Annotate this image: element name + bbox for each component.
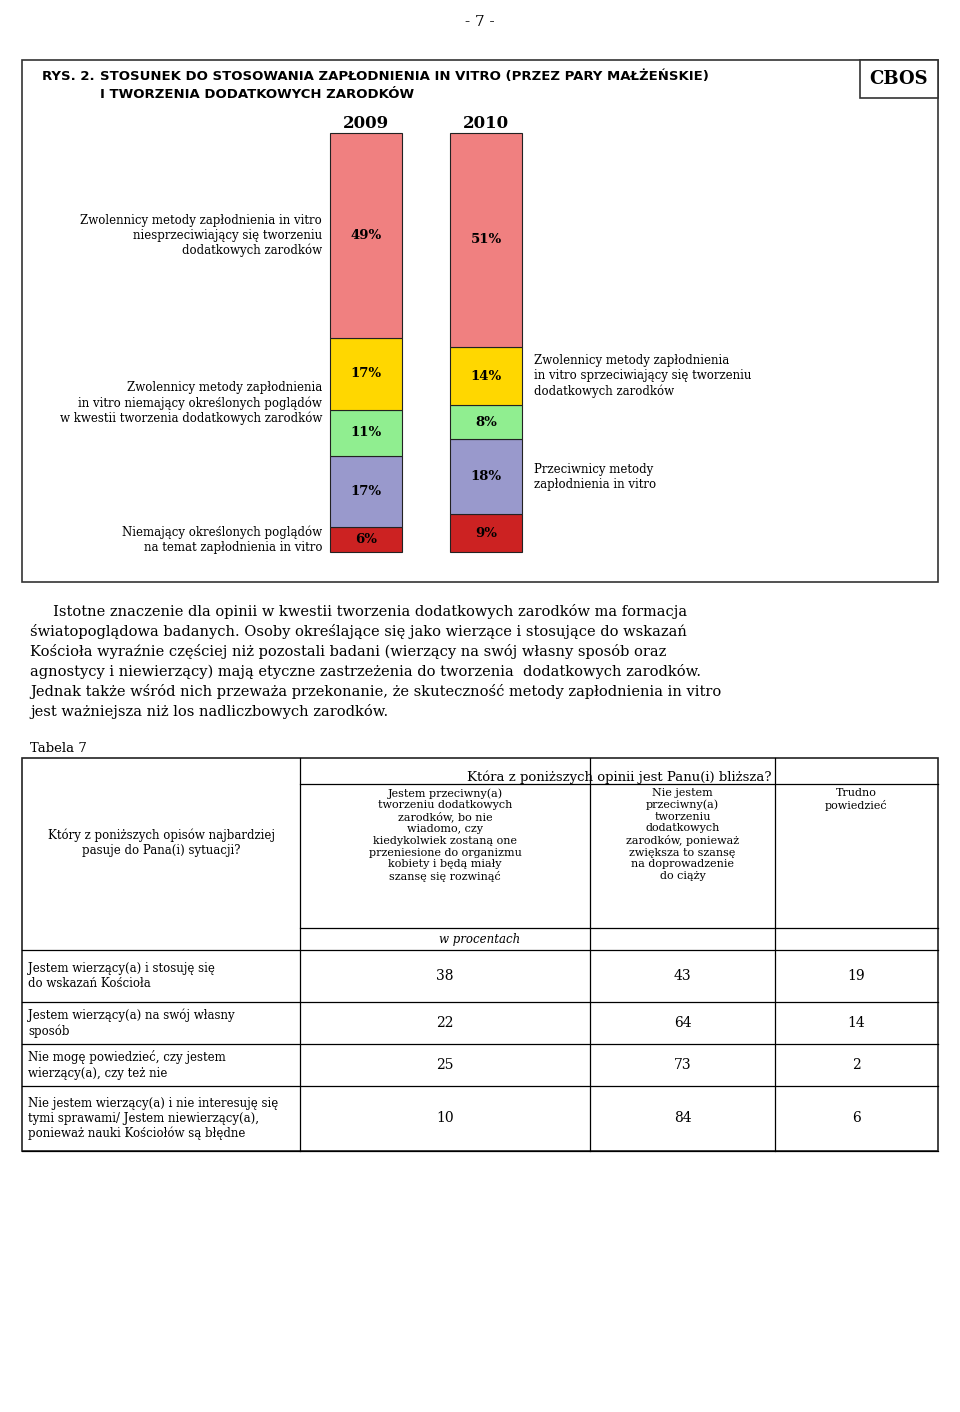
Text: 17%: 17% [350, 367, 381, 380]
Text: 84: 84 [674, 1111, 691, 1125]
Text: 9%: 9% [475, 527, 497, 539]
FancyBboxPatch shape [22, 758, 938, 1151]
Text: 6: 6 [852, 1111, 861, 1125]
Text: światopoglądowa badanych. Osoby określające się jako wierzące i stosujące do wsk: światopoglądowa badanych. Osoby określaj… [30, 624, 686, 640]
Text: I TWORZENIA DODATKOWYCH ZARODKÓW: I TWORZENIA DODATKOWYCH ZARODKÓW [100, 88, 414, 102]
Text: Jestem przeciwny(a)
tworzeniu dodatkowych
zarodków, bo nie
wiadomo, czy
kiedykol: Jestem przeciwny(a) tworzeniu dodatkowyc… [369, 788, 521, 882]
Text: STOSUNEK DO STOSOWANIA ZAPŁODNIENIA IN VITRO (PRZEZ PARY MAŁŻEŃSKIE): STOSUNEK DO STOSOWANIA ZAPŁODNIENIA IN V… [100, 71, 708, 83]
Text: 49%: 49% [350, 229, 382, 241]
Text: w procentach: w procentach [440, 932, 520, 946]
Text: 38: 38 [436, 969, 454, 983]
Text: 14%: 14% [470, 370, 502, 383]
Text: 2: 2 [852, 1058, 861, 1072]
Text: 10: 10 [436, 1111, 454, 1125]
Text: 14: 14 [848, 1017, 865, 1029]
Text: 25: 25 [436, 1058, 454, 1072]
Text: Jestem wierzący(a) na swój własny
sposób: Jestem wierzący(a) na swój własny sposób [28, 1008, 234, 1038]
Text: Zwolennicy metody zapłodnienia
in vitro niemający określonych poglądów
w kwestii: Zwolennicy metody zapłodnienia in vitro … [60, 381, 322, 425]
Text: 2009: 2009 [343, 114, 389, 131]
Text: 8%: 8% [475, 415, 497, 429]
Text: 64: 64 [674, 1017, 691, 1029]
Text: Zwolennicy metody zapłodnienia
in vitro sprzeciwiający się tworzeniu
dodatkowych: Zwolennicy metody zapłodnienia in vitro … [534, 354, 752, 398]
Text: 17%: 17% [350, 484, 381, 498]
Text: jest ważniejsza niż los nadliczbowych zarodków.: jest ważniejsza niż los nadliczbowych za… [30, 705, 388, 719]
FancyBboxPatch shape [330, 456, 402, 527]
Text: Który z poniższych opisów najbardziej
pasuje do Pana(i) sytuacji?: Który z poniższych opisów najbardziej pa… [47, 829, 275, 857]
Text: Istotne znaczenie dla opinii w kwestii tworzenia dodatkowych zarodków ma formacj: Istotne znaczenie dla opinii w kwestii t… [30, 604, 687, 618]
FancyBboxPatch shape [450, 133, 522, 347]
Text: 18%: 18% [470, 470, 501, 483]
Text: 2010: 2010 [463, 114, 509, 131]
Text: 43: 43 [674, 969, 691, 983]
Text: Zwolennicy metody zapłodnienia in vitro
niesprzeciwiający się tworzeniu
dodatkow: Zwolennicy metody zapłodnienia in vitro … [81, 213, 322, 257]
FancyBboxPatch shape [330, 339, 402, 409]
Text: Nie jestem wierzący(a) i nie interesuję się
tymi sprawami/ Jestem niewierzący(a): Nie jestem wierzący(a) i nie interesuję … [28, 1097, 278, 1141]
Text: Kościoła wyraźnie częściej niż pozostali badani (wierzący na swój własny sposób : Kościoła wyraźnie częściej niż pozostali… [30, 644, 666, 659]
Text: Nie mogę powiedzieć, czy jestem
wierzący(a), czy też nie: Nie mogę powiedzieć, czy jestem wierzący… [28, 1051, 226, 1080]
Text: Tabela 7: Tabela 7 [30, 741, 86, 755]
Text: agnostycy i niewierzący) mają etyczne zastrzeżenia do tworzenia  dodatkowych zar: agnostycy i niewierzący) mają etyczne za… [30, 664, 701, 679]
FancyBboxPatch shape [330, 409, 402, 456]
FancyBboxPatch shape [450, 439, 522, 514]
Text: CBOS: CBOS [870, 71, 928, 88]
FancyBboxPatch shape [330, 133, 402, 339]
Text: 11%: 11% [350, 426, 382, 439]
Text: 22: 22 [436, 1017, 454, 1029]
FancyBboxPatch shape [330, 527, 402, 552]
FancyBboxPatch shape [450, 347, 522, 405]
FancyBboxPatch shape [450, 514, 522, 552]
Text: 19: 19 [848, 969, 865, 983]
FancyBboxPatch shape [22, 59, 938, 582]
Text: 51%: 51% [470, 233, 502, 246]
Text: Trudno
powiedzieć: Trudno powiedzieć [826, 788, 888, 810]
Text: - 7 -: - 7 - [466, 16, 494, 30]
Text: Przeciwnicy metody
zapłodnienia in vitro: Przeciwnicy metody zapłodnienia in vitro [534, 463, 656, 490]
FancyBboxPatch shape [860, 59, 938, 97]
Text: Która z poniższych opinii jest Panu(i) bliższa?: Która z poniższych opinii jest Panu(i) b… [467, 771, 771, 785]
Text: Jestem wierzący(a) i stosuję się
do wskazań Kościoła: Jestem wierzący(a) i stosuję się do wska… [28, 962, 215, 990]
Text: Jednak także wśród nich przeważa przekonanie, że skuteczność metody zapłodnienia: Jednak także wśród nich przeważa przekon… [30, 683, 721, 699]
Text: RYS. 2.: RYS. 2. [42, 71, 95, 83]
FancyBboxPatch shape [450, 405, 522, 439]
Text: 73: 73 [674, 1058, 691, 1072]
Text: 6%: 6% [355, 532, 377, 546]
Text: Nie jestem
przeciwny(a)
tworzeniu
dodatkowych
zarodków, ponieważ
zwiększa to sza: Nie jestem przeciwny(a) tworzeniu dodatk… [626, 788, 739, 881]
Text: Niemający określonych poglądów
na temat zapłodnienia in vitro: Niemający określonych poglądów na temat … [122, 525, 322, 554]
